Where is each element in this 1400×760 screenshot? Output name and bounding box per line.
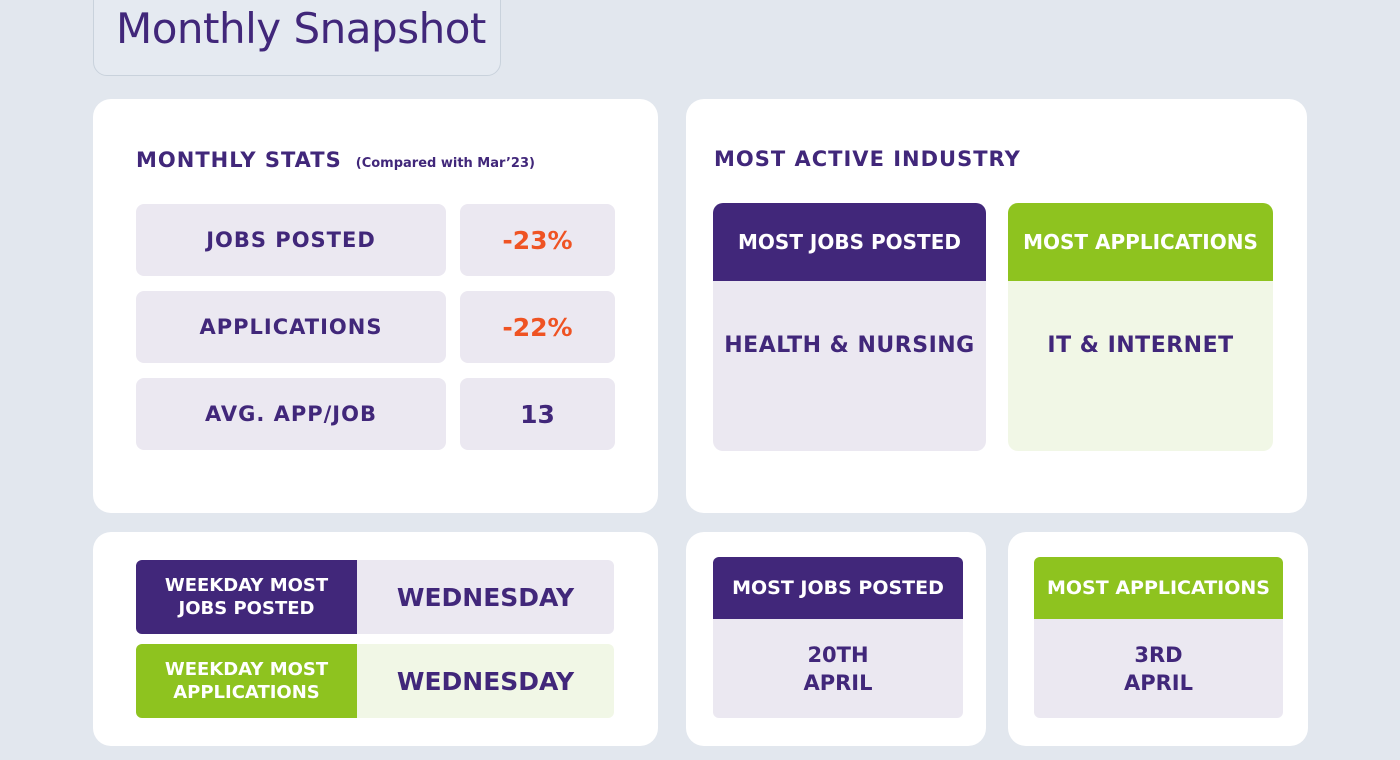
stat-value-avg-app-job: 13	[460, 378, 615, 450]
industry-applications-panel: MOST APPLICATIONS IT & INTERNET	[1008, 203, 1273, 451]
date-applications-card: MOST APPLICATIONS 3RD APRIL	[1008, 532, 1308, 746]
stat-value-applications: -22%	[460, 291, 615, 363]
comparison-note: (Compared with Mar’23)	[355, 156, 535, 171]
weekday-applications-value: WEDNESDAY	[357, 644, 614, 718]
date-applications-value-line2: APRIL	[1123, 670, 1193, 695]
weekday-applications-label-line2: APPLICATIONS	[173, 682, 320, 703]
weekday-jobs-label-line2: JOBS POSTED	[178, 598, 315, 619]
date-applications-panel: MOST APPLICATIONS 3RD APRIL	[1034, 557, 1283, 718]
page-title: Monthly Snapshot	[116, 4, 486, 53]
industry-jobs-panel: MOST JOBS POSTED HEALTH & NURSING	[713, 203, 986, 451]
date-jobs-card: MOST JOBS POSTED 20TH APRIL	[686, 532, 986, 746]
date-jobs-value-line2: APRIL	[803, 670, 873, 695]
weekday-applications-label: WEEKDAY MOST APPLICATIONS	[136, 644, 357, 718]
industry-jobs-value: HEALTH & NURSING	[713, 281, 986, 451]
industry-jobs-label: MOST JOBS POSTED	[713, 203, 986, 281]
stat-value-jobs-posted: -23%	[460, 204, 615, 276]
weekday-applications-label-line1: WEEKDAY MOST	[164, 659, 329, 680]
monthly-stats-card: MONTHLY STATS (Compared with Mar’23) JOBS…	[93, 99, 658, 513]
industry-heading: MOST ACTIVE INDUSTRY	[714, 147, 1021, 171]
stat-label-avg-app-job: AVG. APP/JOB	[136, 378, 446, 450]
date-jobs-panel: MOST JOBS POSTED 20TH APRIL	[713, 557, 963, 718]
industry-applications-label: MOST APPLICATIONS	[1008, 203, 1273, 281]
weekday-jobs-label: WEEKDAY MOST JOBS POSTED	[136, 560, 357, 634]
stat-label-applications: APPLICATIONS	[136, 291, 446, 363]
weekday-jobs-value: WEDNESDAY	[357, 560, 614, 634]
monthly-stats-heading: MONTHLY STATS (Compared with Mar’23)	[136, 148, 535, 172]
date-applications-value: 3RD APRIL	[1034, 619, 1283, 718]
date-jobs-value: 20TH APRIL	[713, 619, 963, 718]
date-jobs-label: MOST JOBS POSTED	[713, 557, 963, 619]
title-box: Monthly Snapshot	[93, 0, 501, 76]
industry-applications-value: IT & INTERNET	[1008, 281, 1273, 451]
date-jobs-value-line1: 20TH	[807, 642, 869, 667]
weekday-card: WEEKDAY MOST JOBS POSTED WEDNESDAY WEEKD…	[93, 532, 658, 746]
industry-card: MOST ACTIVE INDUSTRY MOST JOBS POSTED HE…	[686, 99, 1307, 513]
date-applications-label: MOST APPLICATIONS	[1034, 557, 1283, 619]
date-applications-value-line1: 3RD	[1134, 642, 1183, 667]
stat-label-jobs-posted: JOBS POSTED	[136, 204, 446, 276]
weekday-jobs-label-line1: WEEKDAY MOST	[164, 575, 329, 596]
monthly-stats-title: MONTHLY STATS	[136, 148, 342, 172]
